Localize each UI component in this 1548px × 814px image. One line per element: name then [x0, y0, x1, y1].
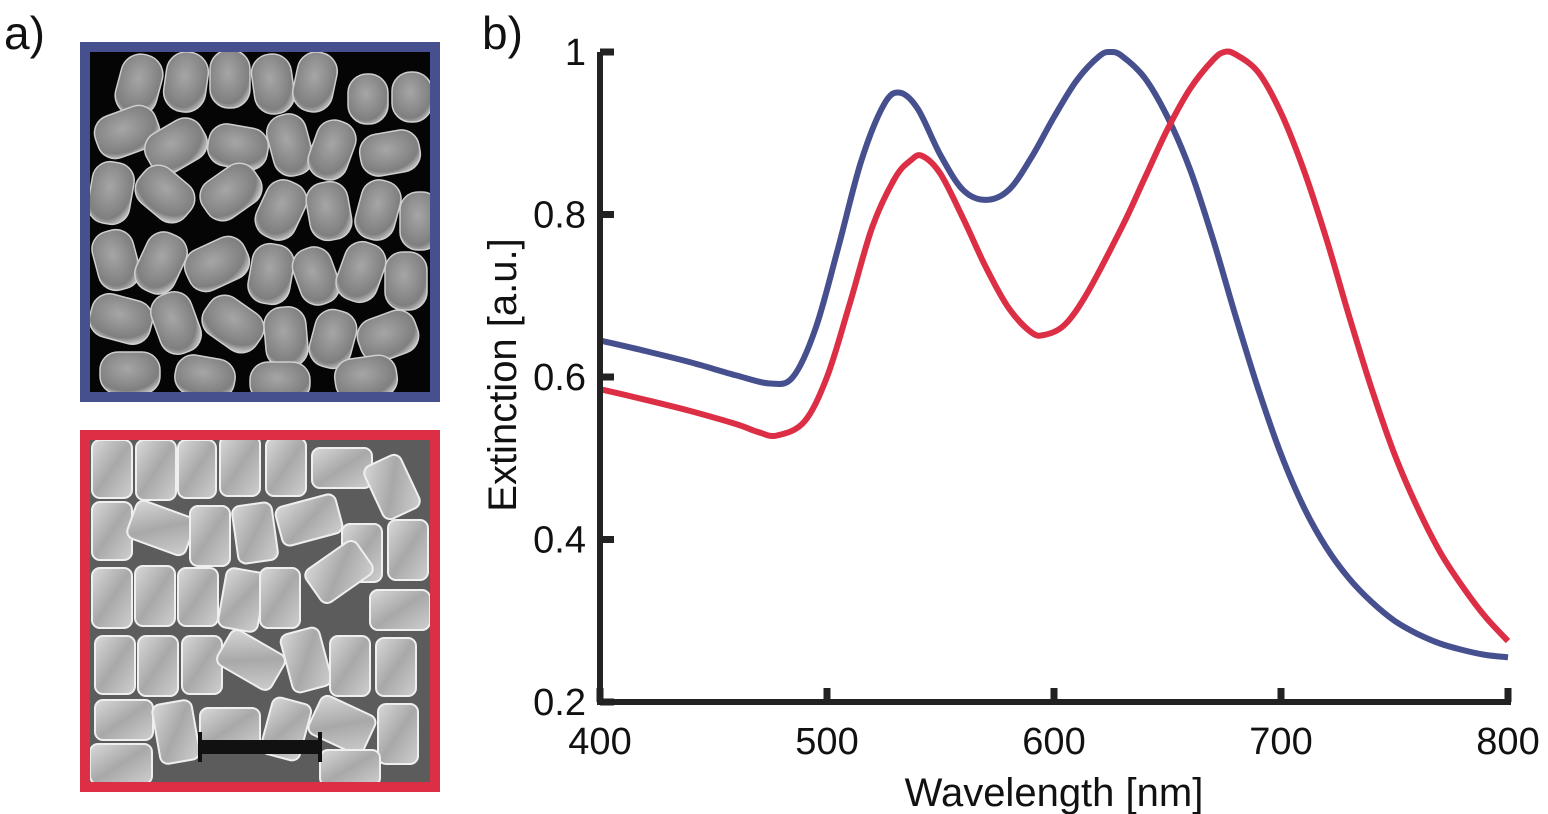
sem-image-top	[80, 42, 440, 402]
sem-rod-particles	[90, 52, 430, 392]
ticks-layer: 400 500 600 700 800 0.2 0.4 0.6 0.8 1	[533, 32, 1540, 763]
sem-image-bottom	[80, 430, 440, 792]
x-tick-label: 400	[568, 721, 631, 763]
y-tick-label: 0.6	[533, 357, 586, 399]
y-tick-label: 1	[565, 32, 586, 74]
x-tick-label: 500	[795, 721, 858, 763]
panel-b-label: b)	[482, 7, 523, 59]
series-line-red	[599, 48, 1511, 644]
y-tick-label: 0.2	[533, 682, 586, 724]
x-axis-label: Wavelength [nm]	[905, 771, 1204, 814]
x-tick-label: 700	[1249, 721, 1312, 763]
series-line-blue	[599, 48, 1509, 661]
y-tick-label: 0.4	[533, 520, 586, 562]
series-layer	[599, 48, 1511, 661]
extinction-chart: 400 500 600 700 800 0.2 0.4 0.6 0.8 1 Wavelength …	[481, 32, 1540, 814]
y-tick-label: 0.8	[533, 195, 586, 237]
x-tick-label: 600	[1022, 721, 1085, 763]
scale-bar	[198, 732, 322, 762]
panel-a-label: a)	[4, 7, 45, 59]
x-tick-label: 800	[1476, 721, 1539, 763]
sem-faceted-particles	[90, 440, 430, 782]
y-axis-label: Extinction [a.u.]	[481, 238, 525, 511]
